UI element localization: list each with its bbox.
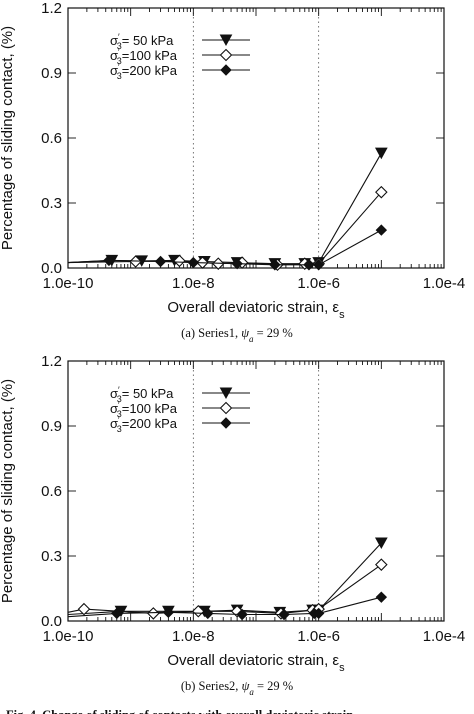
x-tick-label: 1.0e-8 — [172, 628, 215, 645]
subplot-caption: (b) Series2, ψa = 29 % — [181, 679, 293, 697]
y-tick-label: 0.6 — [41, 483, 62, 500]
data-point — [77, 602, 91, 616]
legend-label: σ′ 3=200 kPa — [110, 62, 178, 81]
legend-label: σ′ 3=200 kPa — [110, 415, 178, 434]
data-point — [375, 224, 388, 236]
data-point — [375, 591, 388, 603]
data-point — [374, 147, 388, 160]
data-point — [375, 558, 388, 571]
y-tick-label: 0.9 — [41, 65, 62, 82]
data-point — [375, 185, 388, 199]
series-line — [67, 191, 382, 266]
data-point — [236, 608, 248, 621]
x-tick-label: 1.0e-10 — [43, 628, 94, 645]
figure-caption: Fig. 4. Change of sliding of contacts wi… — [6, 708, 353, 714]
x-tick-label: 1.0e-8 — [172, 275, 215, 292]
data-point — [303, 259, 315, 271]
legend-label: σ′ 3= 50 kPa — [110, 32, 174, 51]
legend-marker — [220, 64, 232, 76]
x-tick-label: 1.0e-10 — [43, 275, 94, 292]
x-tick-label: 1.0e-6 — [297, 275, 340, 292]
data-point — [312, 607, 325, 620]
y-tick-label: 0.9 — [41, 418, 62, 435]
y-axis-label: Percentage of sliding contact, (%) — [0, 26, 16, 250]
legend-label: σ′ 3=100 kPa — [110, 47, 178, 66]
data-point — [269, 259, 281, 271]
x-axis-label: Overall deviatoric strain, εs — [167, 299, 345, 321]
x-tick-label: 1.0e-6 — [297, 628, 340, 645]
x-axis-label: Overall deviatoric strain, εs — [167, 652, 345, 674]
x-tick-label: 1.0e-4 — [423, 628, 466, 645]
data-point — [202, 607, 214, 620]
data-point — [312, 259, 325, 271]
chart-panel-b: 1.0e-10 1.0e-8 1.0e-6 1.0e-4 0.0 0.3 0.6 0.9 1.2… — [0, 353, 465, 697]
data-point — [192, 604, 205, 618]
data-point — [103, 254, 115, 267]
legend-marker — [220, 417, 232, 429]
data-point — [173, 254, 186, 268]
y-tick-label: 0.6 — [41, 130, 62, 147]
legend-marker — [219, 48, 233, 62]
y-tick-label: 0.3 — [41, 195, 62, 212]
legend-label: σ′ 3=100 kPa — [110, 400, 178, 419]
series-3 — [67, 591, 388, 621]
y-tick-label: 0.0 — [41, 613, 62, 630]
data-point — [231, 257, 243, 270]
data-point — [278, 608, 290, 621]
chart-panel-a: 1.0e-10 1.0e-8 1.0e-6 1.0e-4 0.0 0.3 0.6 0.9 1.2… — [0, 0, 465, 344]
y-tick-label: 1.2 — [41, 353, 62, 370]
y-tick-label: 0.3 — [41, 548, 62, 565]
series-line — [67, 542, 382, 616]
legend-marker — [219, 387, 233, 400]
legend-marker — [219, 401, 233, 415]
series-3 — [67, 224, 388, 271]
data-point — [147, 607, 160, 620]
data-point — [154, 255, 167, 268]
data-point — [374, 537, 388, 550]
y-axis-label: Percentage of sliding contact, (%) — [0, 379, 16, 603]
legend-marker — [219, 34, 233, 47]
y-tick-label: 0.0 — [41, 260, 62, 277]
data-point — [187, 256, 200, 269]
series-1 — [67, 537, 388, 619]
data-point — [111, 607, 123, 620]
subplot-caption: (a) Series1, ψa = 29 % — [181, 326, 293, 344]
x-tick-label: 1.0e-4 — [423, 275, 466, 292]
series-1 — [67, 147, 388, 270]
series-line — [67, 152, 382, 265]
data-point — [162, 606, 175, 619]
y-tick-label: 1.2 — [41, 0, 62, 17]
legend-label: σ′ 3= 50 kPa — [110, 385, 174, 404]
